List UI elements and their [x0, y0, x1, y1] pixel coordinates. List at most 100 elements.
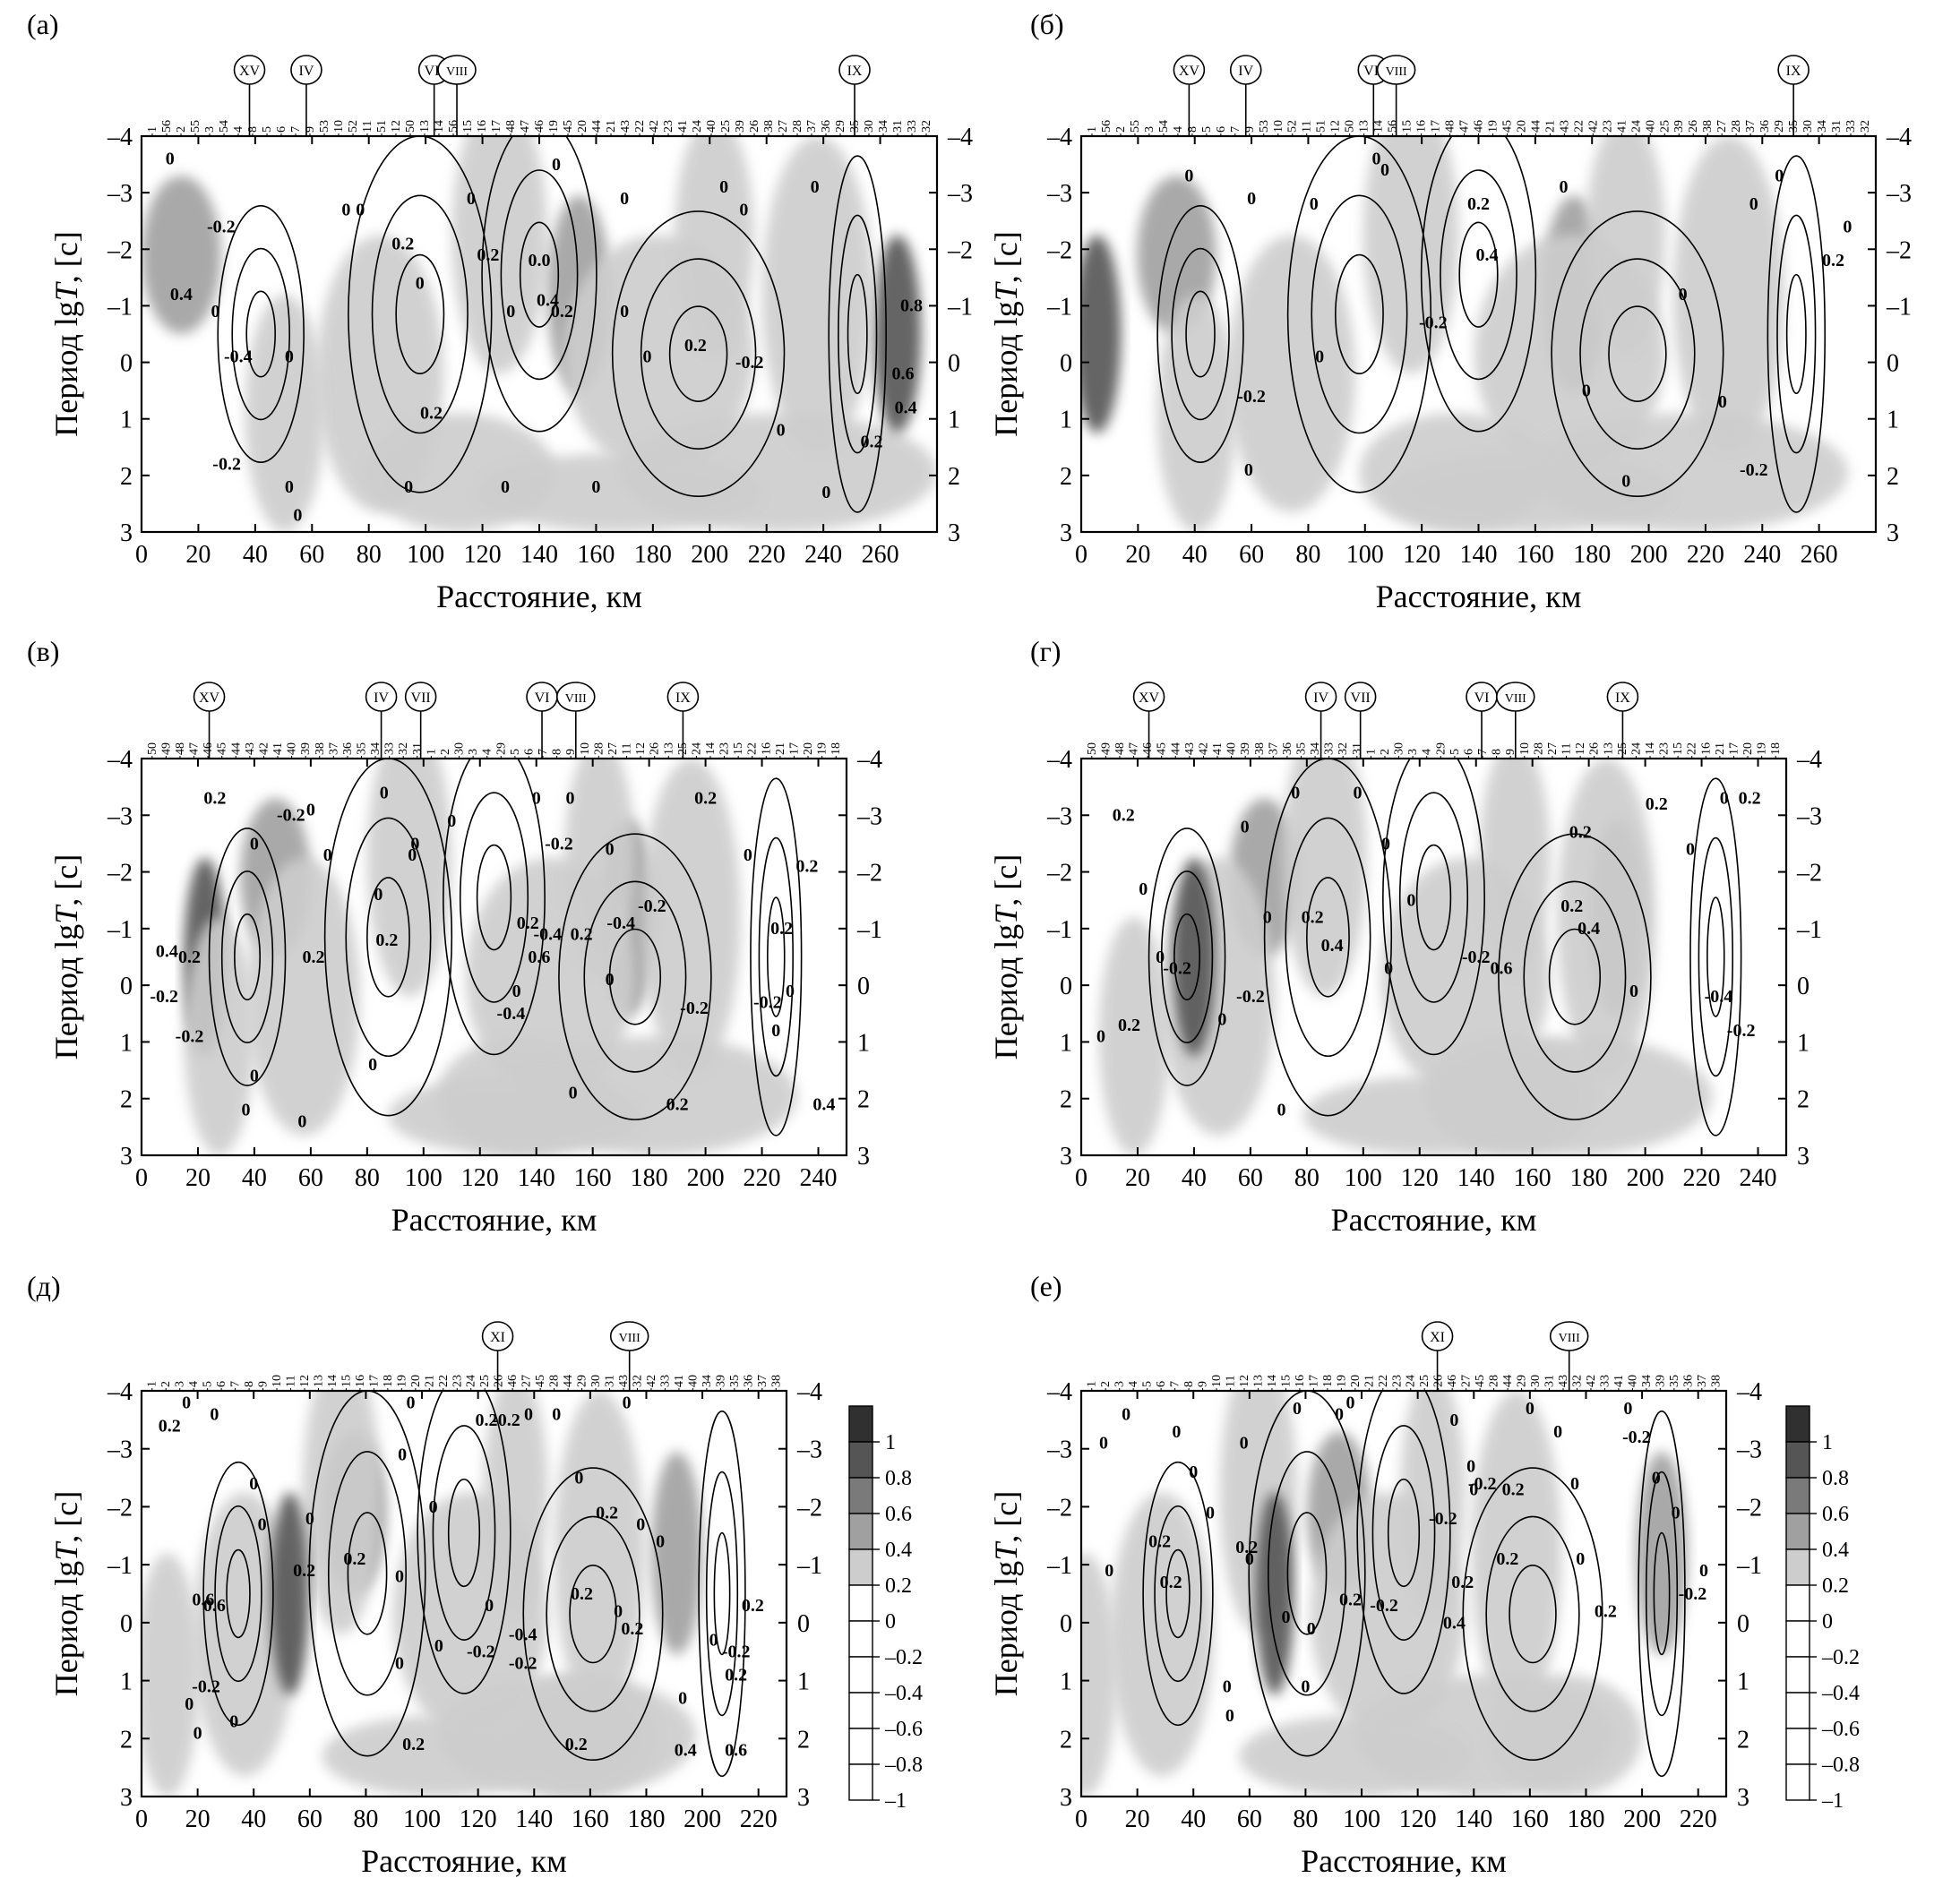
station-number: 3	[1143, 126, 1156, 133]
station-number: 24	[691, 120, 704, 133]
contour-line	[1382, 759, 1485, 1056]
contour-line	[758, 836, 794, 1077]
x-tick-label: 220	[1683, 1164, 1721, 1192]
contour-label: -0.2	[509, 1654, 537, 1674]
station-number: 20	[409, 1375, 423, 1387]
contour-label: 0	[1291, 783, 1300, 802]
contour-label: 0	[249, 1474, 258, 1494]
station-number: 11	[1225, 1376, 1238, 1387]
contour-line	[750, 777, 803, 1136]
station-number: 42	[1585, 1375, 1598, 1387]
contour-label: 0.2	[742, 1596, 764, 1616]
contour-label: 0	[1576, 1549, 1585, 1569]
x-tick-label: 0	[135, 1805, 148, 1833]
station-number: 10	[579, 742, 592, 755]
contour-label: 0	[380, 783, 389, 802]
station-number: 30	[1529, 1375, 1543, 1387]
x-tick-label: 20	[1125, 541, 1150, 569]
station-number: 45	[1156, 742, 1169, 755]
contour-line	[447, 1478, 481, 1588]
y-tick-label-right: 0	[948, 350, 960, 378]
shaded-region	[1255, 1492, 1294, 1695]
station-number: 23	[718, 742, 732, 755]
colorbar-level-label: –0.8	[884, 1754, 923, 1777]
station-number: 42	[1586, 120, 1600, 133]
contour-line	[1142, 1461, 1214, 1727]
contour-line	[608, 928, 662, 1025]
shaded-region	[1471, 1391, 1562, 1716]
y-axis-label: Период lgT, [с]	[988, 231, 1024, 437]
station-number: 2	[1379, 749, 1392, 755]
station-number: 27	[1546, 742, 1560, 755]
station-number: 41	[673, 1375, 686, 1387]
station-number: 13	[1251, 1375, 1265, 1387]
y-tick-label-right: –1	[1796, 916, 1822, 944]
y-tick-label-right: 1	[1737, 1668, 1749, 1696]
contour-label: -0.2	[545, 834, 573, 853]
contour-label: 0	[408, 845, 417, 865]
station-number: 38	[1709, 1375, 1723, 1387]
station-number: 45	[216, 742, 229, 755]
station-number: 29	[576, 1375, 589, 1387]
station-number: 15	[1401, 120, 1414, 133]
contour-label: 0	[1570, 1474, 1579, 1494]
contour-line	[1653, 1531, 1671, 1656]
contour-label: 0	[374, 885, 383, 905]
station-number: 40	[686, 1375, 700, 1387]
contour-line	[583, 880, 687, 1073]
contour-label: 0	[1172, 1422, 1181, 1442]
plot-frame	[140, 757, 848, 1157]
colorbar-level-label: 1	[1822, 1431, 1833, 1454]
y-axis-label: Период lgT, [с]	[48, 1491, 84, 1697]
station-number: 14	[1266, 1375, 1279, 1387]
station-number: 22	[1572, 120, 1586, 133]
y-tick-label-right: –1	[1736, 1552, 1762, 1580]
y-tick-label-left: 1	[1060, 407, 1072, 434]
contour-label: 0	[1843, 217, 1852, 236]
station-number: 22	[437, 1375, 451, 1387]
contour-label: 0.2	[1451, 1573, 1474, 1592]
marker-circle	[555, 682, 596, 712]
station-number: 34	[1816, 120, 1829, 133]
station-number: 38	[762, 120, 776, 133]
station-number: 12	[1238, 1375, 1251, 1387]
y-tick-label-left: –4	[107, 1378, 133, 1406]
y-tick-label-left: –1	[1046, 916, 1072, 944]
contour-line	[546, 1515, 640, 1712]
marker-label: VIII	[619, 1332, 640, 1345]
station-number: 39	[714, 1375, 727, 1387]
station-number: 38	[769, 1375, 783, 1387]
station-number: 6	[215, 1381, 228, 1387]
shaded-region	[322, 1715, 554, 1797]
y-tick-label-right: –3	[796, 1437, 822, 1464]
marker-circle	[1495, 682, 1535, 712]
station-number: 56	[1100, 120, 1113, 133]
station-number: 21	[423, 1375, 436, 1387]
contour-line	[1767, 155, 1827, 513]
station-number: 21	[1714, 742, 1727, 755]
contour-label: 0	[524, 1404, 533, 1424]
station-number: 20	[1741, 742, 1755, 755]
contour-label: 0.6	[528, 948, 550, 967]
station-number: 3	[1406, 749, 1420, 755]
station-number: 37	[1267, 742, 1280, 755]
marker-circle	[1173, 55, 1206, 85]
station-number: 2	[1114, 126, 1128, 133]
colorbar-level-label: –0.6	[884, 1718, 923, 1741]
y-tick-label-right: –4	[1886, 124, 1912, 151]
contour-label: 0.8	[900, 296, 923, 316]
y-tick-label-left: 1	[1060, 1029, 1072, 1057]
x-tick-label: 240	[1743, 541, 1781, 569]
station-number: 16	[476, 120, 489, 133]
station-number: 53	[1258, 120, 1271, 133]
colorbar-swatch	[1785, 1656, 1810, 1694]
y-tick-label-left: 3	[1060, 1784, 1072, 1812]
contour-line	[308, 1391, 426, 1757]
marker-label: VIII	[446, 65, 468, 79]
shaded-region	[1173, 857, 1216, 1057]
colorbar-swatch	[848, 1728, 873, 1765]
contour-label: 0	[1245, 1549, 1254, 1569]
station-number: 47	[519, 120, 532, 133]
x-tick-label: 100	[1346, 541, 1384, 569]
contour-line	[348, 136, 493, 493]
